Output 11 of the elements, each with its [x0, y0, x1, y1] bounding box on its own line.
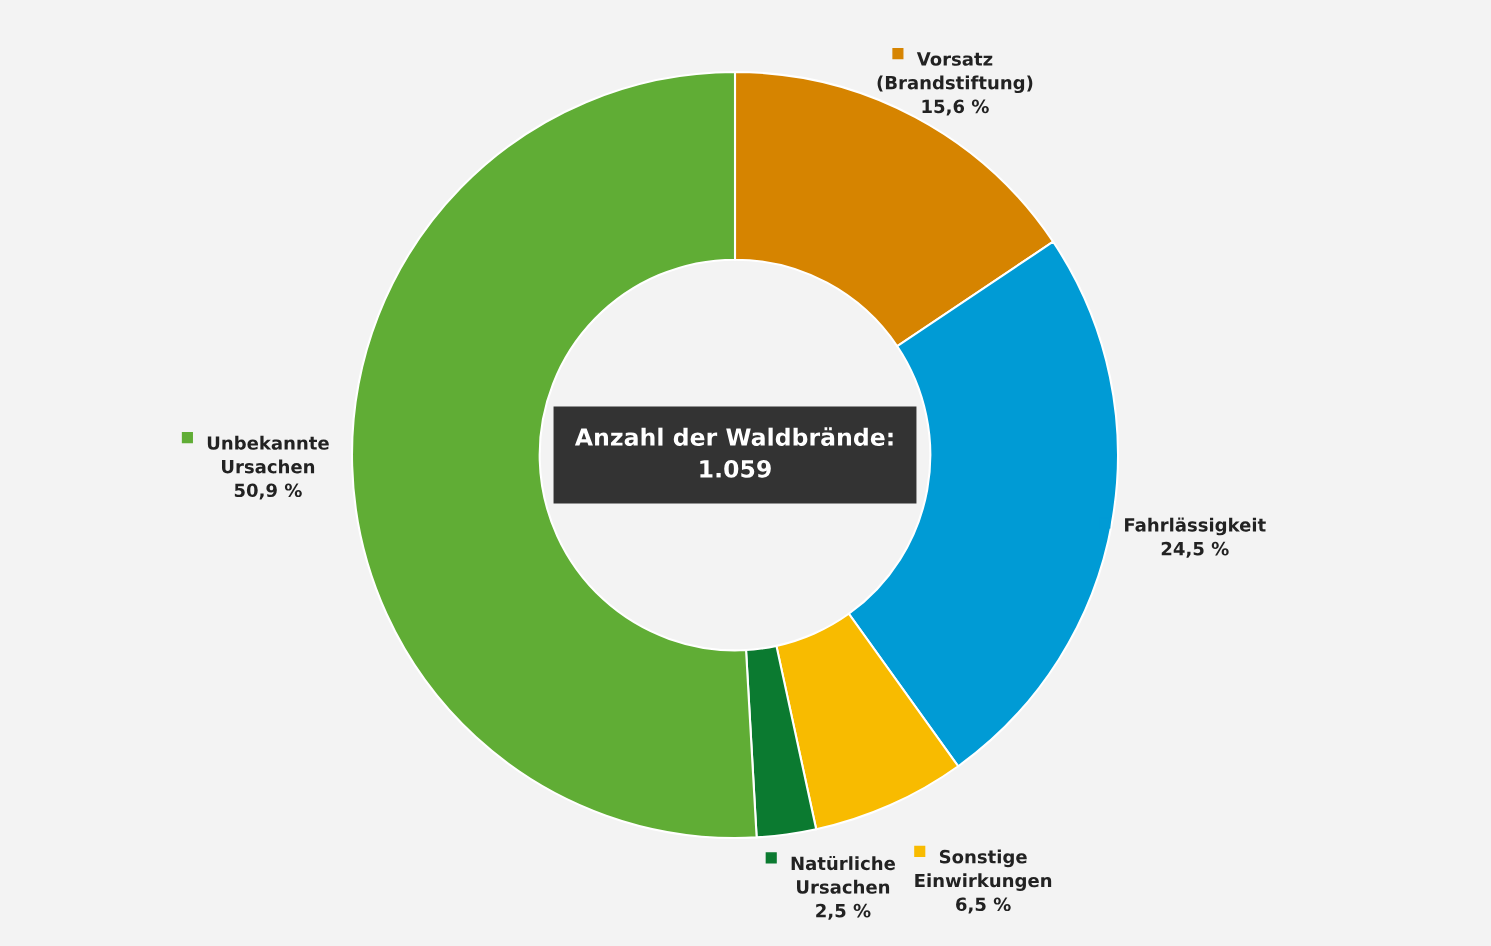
data-label: 15,6 % — [922, 99, 989, 116]
legend-label: Fahrlässigkeit — [1125, 517, 1266, 536]
legend-label: Natürliche Ursachen — [791, 855, 895, 894]
legend-label: Sonstige Einwirkungen — [915, 849, 1052, 891]
legend-label: Unbekannte Ursachen — [207, 435, 329, 474]
data-label: 6,5 % — [956, 897, 1011, 914]
text: Anzahl der Waldbrände: 1.059 — [574, 427, 893, 478]
data-label: 2,5 % — [816, 903, 871, 920]
legend-label: Vorsatz (Brandstiftung) — [877, 52, 1033, 94]
data-label: 24,5 % — [1161, 541, 1229, 558]
data-label: 50,9 % — [234, 483, 302, 500]
